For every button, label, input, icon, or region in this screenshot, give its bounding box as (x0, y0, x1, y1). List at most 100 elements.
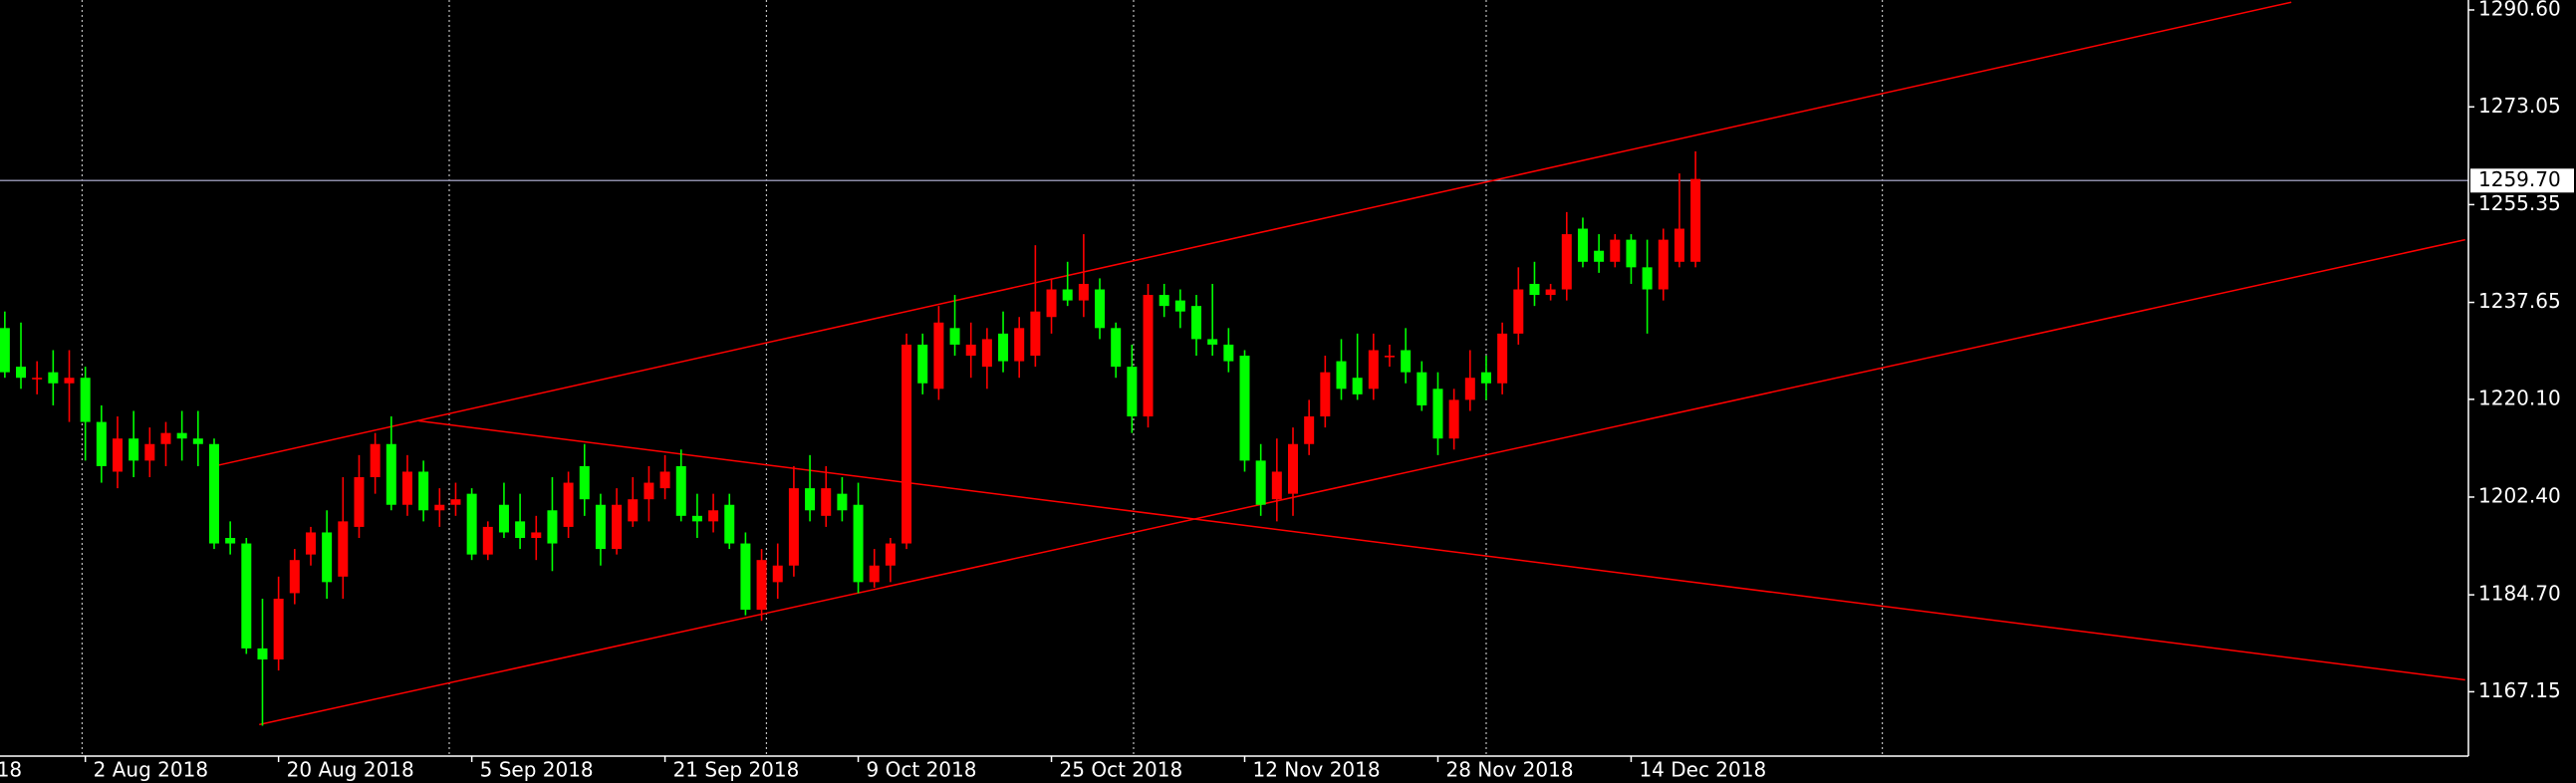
candle-body (772, 565, 783, 583)
candle-body (515, 521, 526, 539)
candle-body (595, 504, 606, 550)
candle-body (1127, 367, 1138, 417)
candle-body (563, 482, 574, 527)
candle-body (788, 488, 799, 566)
x-tick-label: 12 Nov 2018 (1253, 758, 1381, 782)
candle-body (289, 560, 300, 594)
candle-body (821, 488, 832, 516)
last-price-label: 1259.70 (2478, 167, 2561, 191)
candle-body (1529, 283, 1540, 296)
candle-body (1304, 416, 1315, 444)
candle-body (531, 532, 542, 539)
candle-body (338, 521, 349, 577)
y-tick-label: 1273.05 (2478, 94, 2561, 118)
candle-body (418, 471, 429, 511)
candle-body (1384, 356, 1395, 358)
candle-body (1255, 460, 1266, 505)
candle-body (949, 328, 960, 345)
candle-body (1368, 350, 1379, 390)
candle-body (1626, 239, 1637, 268)
candle-body (1143, 295, 1154, 417)
candle-body (740, 543, 751, 611)
candle-body (370, 443, 381, 478)
candle-body (837, 493, 848, 511)
candle-body (1674, 228, 1684, 262)
x-tick-label: 2 Aug 2018 (94, 758, 208, 782)
candle-body (305, 532, 316, 555)
y-tick-label: 1202.40 (2478, 483, 2561, 507)
candle-body (1191, 306, 1202, 340)
candle-body (965, 344, 976, 357)
candle-body (691, 515, 702, 522)
candle-body (659, 471, 670, 489)
x-tick-label: 5 Sep 2018 (480, 758, 594, 782)
candle-body (1417, 372, 1427, 405)
candle-body (644, 482, 654, 500)
candle-body (96, 421, 107, 466)
candle-body (628, 499, 639, 522)
candle-body (998, 333, 1009, 362)
candle-body (32, 378, 43, 380)
candle-body (902, 344, 912, 544)
candle-body (1030, 311, 1041, 357)
candle-body (322, 532, 333, 583)
x-tick-label: 20 Aug 2018 (287, 758, 414, 782)
candle-body (885, 543, 896, 566)
candle-body (1577, 228, 1588, 262)
candle-body (1497, 333, 1508, 384)
candle-body (1464, 378, 1475, 400)
x-tick-label: 14 Dec 2018 (1639, 758, 1766, 782)
candle-body (144, 443, 155, 461)
y-tick-label: 1220.10 (2478, 386, 2561, 409)
y-tick-label: 1237.65 (2478, 289, 2561, 313)
candle-body (1642, 267, 1653, 290)
plot-area (0, 0, 2468, 756)
candle-body (1320, 372, 1331, 417)
candle-body (1159, 295, 1169, 307)
candle-body (482, 526, 493, 555)
x-tick-label: 18 (0, 758, 22, 782)
candle-body (225, 538, 236, 544)
candle-body (257, 648, 268, 659)
candle-body (176, 432, 187, 439)
candle-body (401, 471, 412, 505)
candle-body (1095, 289, 1106, 329)
candle-body (1352, 378, 1363, 394)
candle-body (1513, 289, 1524, 334)
trendline (213, 1, 2292, 467)
candle-body (1014, 328, 1025, 362)
candle-body (1658, 239, 1669, 290)
x-tick-label: 28 Nov 2018 (1445, 758, 1573, 782)
candle-body (917, 344, 928, 384)
candle-body (64, 378, 75, 384)
candle-body (1046, 289, 1057, 318)
y-tick-label: 1290.60 (2478, 0, 2561, 20)
candle-body (1223, 344, 1234, 362)
candle-body (273, 598, 284, 659)
candle-body (1239, 356, 1250, 461)
candle-body (675, 465, 686, 516)
candle-body (1078, 283, 1089, 301)
candle-body (1111, 328, 1122, 368)
candle-body (16, 367, 27, 379)
candle-body (129, 438, 139, 461)
candle-body (1448, 399, 1459, 439)
candle-body (1336, 361, 1347, 390)
candle-body (354, 477, 365, 527)
candle-body (1062, 289, 1073, 301)
candle-body (981, 339, 992, 368)
candle-body (1561, 234, 1572, 290)
candle-body (1401, 350, 1412, 373)
candle-body (612, 504, 623, 550)
candle-body (805, 488, 816, 511)
x-tick-label: 21 Sep 2018 (673, 758, 800, 782)
candle-body (1594, 250, 1605, 262)
candle-body (1174, 300, 1185, 312)
candle-body (1690, 178, 1701, 262)
candle-body (708, 510, 719, 522)
candle-body (756, 560, 767, 611)
candle-body (208, 443, 219, 544)
candle-body (547, 510, 558, 544)
